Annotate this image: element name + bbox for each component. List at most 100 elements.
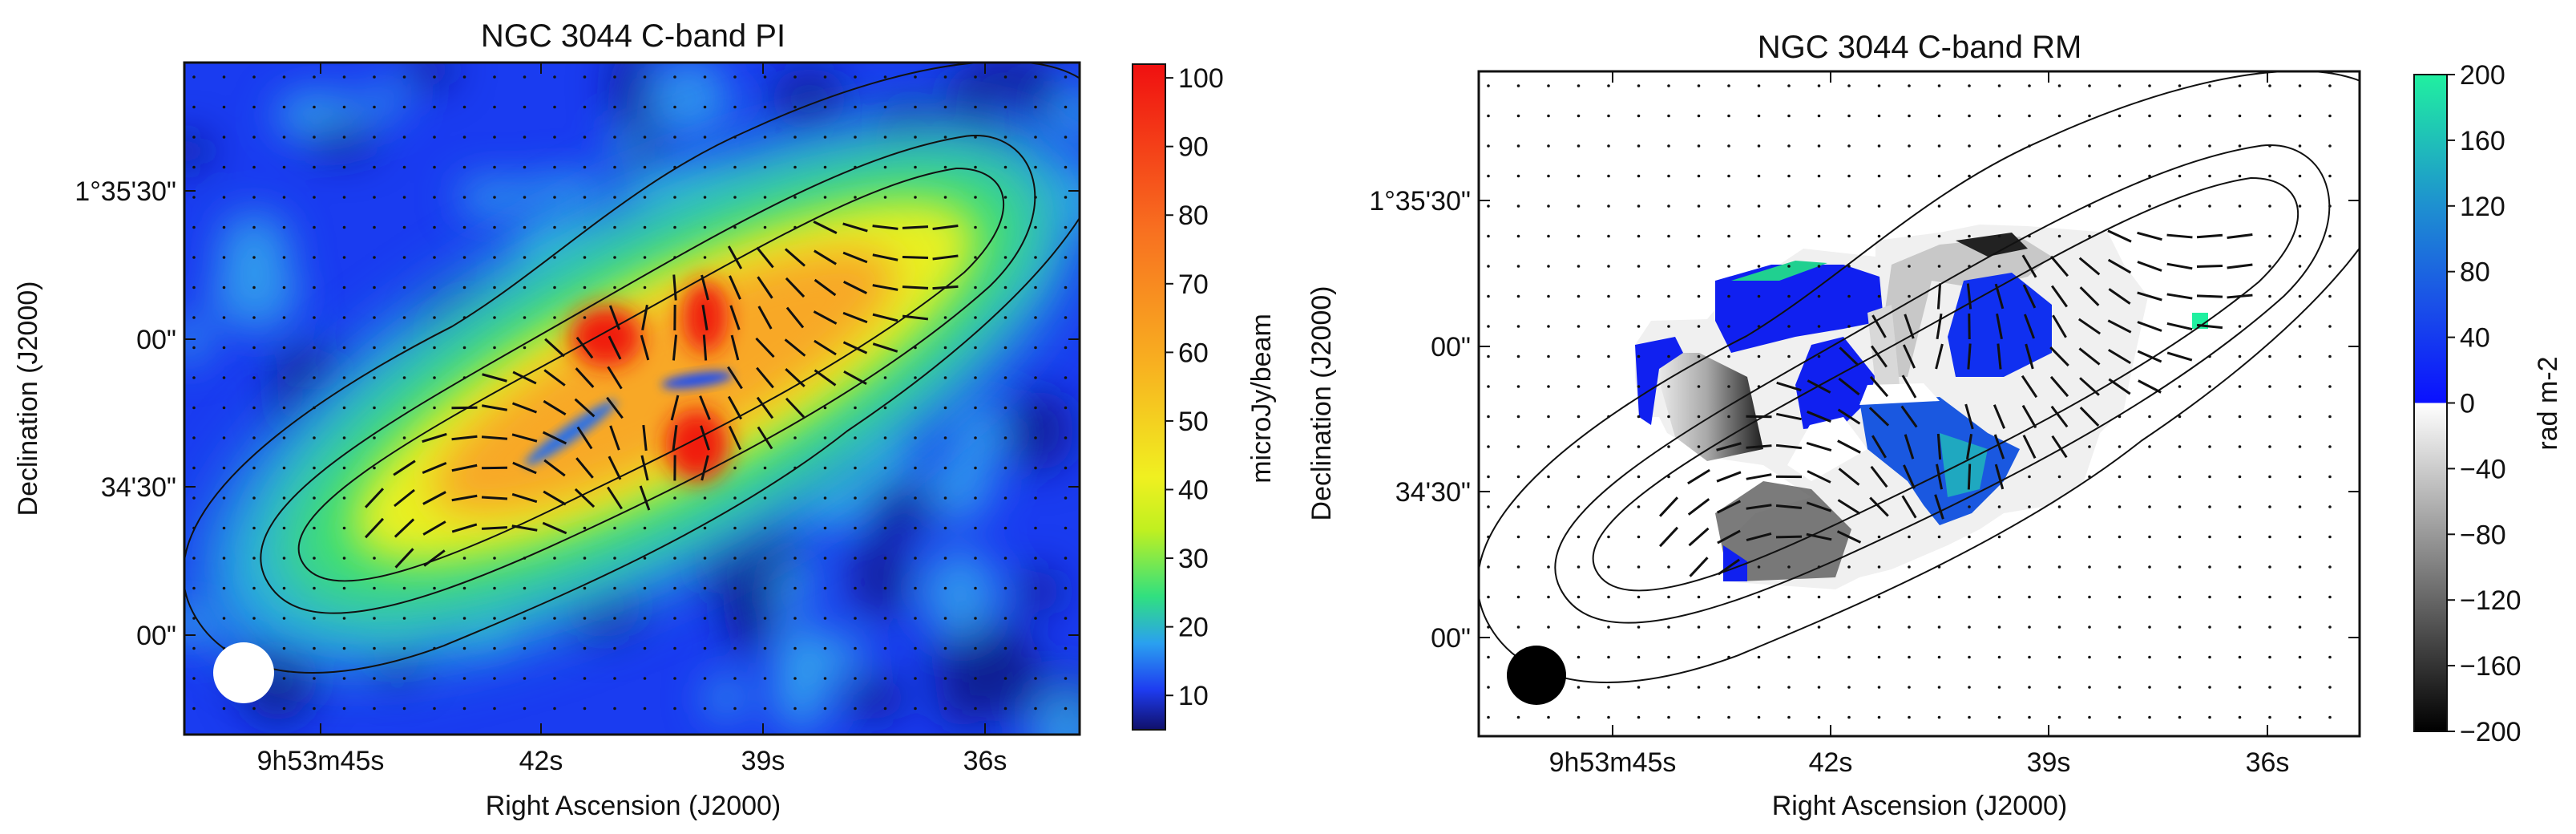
vector-dot bbox=[1064, 75, 1068, 79]
colorbar-tick-label: 120 bbox=[2460, 192, 2505, 222]
vector-dot bbox=[583, 706, 587, 711]
vector-dot bbox=[2118, 535, 2122, 539]
vector-dot bbox=[373, 225, 376, 229]
vector-dot bbox=[373, 136, 376, 139]
y-tick-label: 00" bbox=[1431, 332, 1471, 362]
field-vector bbox=[1901, 374, 1917, 399]
vector-dot bbox=[2328, 325, 2332, 328]
vector-dot bbox=[342, 466, 346, 470]
vector-dot bbox=[1487, 655, 1490, 659]
vector-dot bbox=[313, 165, 316, 169]
vector-dot bbox=[192, 225, 196, 229]
vector-dot bbox=[823, 196, 827, 199]
vector-dot bbox=[914, 105, 917, 109]
vector-dot bbox=[1667, 354, 1670, 358]
vector-dot bbox=[1487, 535, 1490, 539]
vector-dot bbox=[854, 586, 857, 590]
field-vector bbox=[1775, 443, 1803, 450]
field-vector bbox=[814, 278, 837, 297]
vector-dot bbox=[523, 677, 527, 680]
vector-dot bbox=[1787, 354, 1791, 358]
vector-dot bbox=[462, 196, 466, 199]
y-tick-label: 00" bbox=[136, 325, 176, 355]
vector-dot bbox=[2328, 144, 2332, 148]
vector-dot bbox=[2268, 475, 2271, 479]
vector-dot bbox=[883, 466, 887, 470]
vector-dot bbox=[703, 706, 707, 711]
vector-dot bbox=[282, 526, 286, 530]
vector-dot bbox=[282, 406, 286, 410]
vector-dot bbox=[1064, 105, 1068, 109]
vector-dot bbox=[1547, 445, 1550, 448]
vector-dot bbox=[883, 436, 887, 439]
rm-negative-patch bbox=[1875, 237, 2052, 377]
vector-dot bbox=[2298, 715, 2302, 719]
vector-dot bbox=[2118, 204, 2122, 208]
field-vector bbox=[2196, 294, 2223, 298]
field-vector bbox=[902, 314, 929, 321]
vector-dot bbox=[1516, 535, 1520, 539]
vector-dot bbox=[1516, 505, 1520, 508]
vector-dot bbox=[914, 376, 917, 379]
vector-dot bbox=[192, 165, 196, 169]
vector-dot bbox=[943, 346, 947, 350]
vector-dot bbox=[1667, 415, 1670, 419]
field-vector bbox=[1936, 313, 1943, 340]
vector-dot bbox=[1968, 595, 1971, 599]
y-tick-label: 1°35'30" bbox=[75, 176, 176, 207]
vector-dot bbox=[1516, 144, 1520, 148]
field-vector bbox=[482, 373, 507, 383]
field-vector bbox=[1807, 411, 1831, 423]
vector-dot bbox=[1937, 565, 1941, 569]
vector-dot bbox=[883, 646, 887, 650]
vector-dot bbox=[733, 466, 737, 470]
field-vector bbox=[2166, 262, 2193, 270]
rm-colorbar-ticks: 200 160 120 80 40 0 −40 −80 −120 −160 −200 bbox=[2447, 60, 2521, 747]
vector-dot bbox=[1817, 565, 1821, 569]
vector-dot bbox=[1607, 174, 1610, 178]
vector-dot bbox=[2268, 445, 2271, 448]
field-vector bbox=[872, 313, 898, 322]
vector-dot bbox=[974, 256, 977, 259]
vector-dot bbox=[2088, 475, 2091, 479]
field-vector bbox=[2196, 323, 2223, 330]
vector-dot bbox=[493, 105, 496, 109]
vector-dot bbox=[974, 466, 977, 470]
vector-dot bbox=[1487, 294, 1490, 298]
vector-dot bbox=[1003, 105, 1007, 109]
field-vector bbox=[701, 455, 709, 481]
field-vector bbox=[1870, 465, 1888, 488]
vector-dot bbox=[1697, 174, 1701, 178]
vector-dot bbox=[974, 646, 977, 650]
vector-dot bbox=[2118, 715, 2122, 719]
vector-dot bbox=[1637, 114, 1641, 118]
field-vector bbox=[785, 277, 806, 298]
colorbar-tick-label: 10 bbox=[1178, 681, 1209, 711]
pi-ticks bbox=[184, 63, 1080, 735]
colorbar-tick-label: 50 bbox=[1178, 407, 1209, 437]
field-vector bbox=[1965, 433, 1973, 460]
vector-dot bbox=[2057, 174, 2061, 178]
vector-dot bbox=[1757, 655, 1761, 659]
vector-dot bbox=[943, 557, 947, 560]
colorbar-tick-label: −160 bbox=[2460, 651, 2521, 682]
field-vector bbox=[2137, 350, 2162, 363]
vector-dot bbox=[1577, 325, 1581, 328]
vector-dot bbox=[1064, 706, 1068, 711]
colorbar-tick-label: 0 bbox=[2460, 389, 2475, 419]
vector-dot bbox=[943, 75, 947, 79]
vector-dot bbox=[883, 557, 887, 560]
field-vector bbox=[2079, 286, 2100, 306]
vector-dot bbox=[2028, 174, 2031, 178]
field-vector bbox=[757, 306, 773, 330]
vector-dot bbox=[763, 706, 767, 711]
vector-dot bbox=[1667, 265, 1670, 268]
vector-dot bbox=[313, 496, 316, 500]
vector-dot bbox=[883, 196, 887, 199]
vector-dot bbox=[1034, 617, 1037, 620]
vector-dot bbox=[1487, 415, 1490, 419]
vector-dot bbox=[2118, 174, 2122, 178]
vector-dot bbox=[2298, 204, 2302, 208]
vector-dot bbox=[1847, 174, 1851, 178]
vector-dot bbox=[2268, 655, 2271, 659]
